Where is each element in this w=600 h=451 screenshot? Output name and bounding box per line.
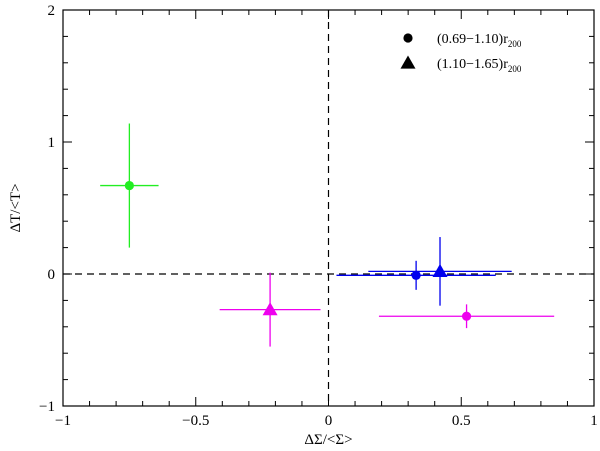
y-tick-label: −1	[39, 399, 55, 415]
y-tick-label: 1	[48, 135, 56, 151]
x-axis-title: ΔΣ/<Σ>	[304, 432, 352, 448]
legend-entry: (0.69−1.10)r200	[403, 32, 522, 49]
legend-triangle-icon	[400, 55, 416, 69]
data-points	[100, 123, 555, 347]
triangle-marker	[432, 263, 448, 277]
data-point-group	[219, 272, 321, 347]
circle-marker	[411, 270, 421, 280]
data-point-group	[100, 123, 159, 248]
x-tick-label: 0	[325, 413, 333, 429]
legend-entry: (1.10−1.65)r200	[400, 55, 522, 74]
reference-lines	[63, 10, 594, 406]
data-point-group	[336, 260, 496, 290]
legend-circle-icon	[403, 33, 413, 43]
circle-marker	[124, 180, 134, 191]
x-tick-label: 1	[590, 413, 598, 429]
axis-ticks: −1 −0.5 0 0.5 1 −1 0 1 2	[39, 3, 598, 429]
data-point-group	[368, 237, 512, 306]
y-axis-title: ΔT/<T>	[8, 183, 24, 232]
y-tick-label: 2	[48, 3, 56, 19]
legend-label: (1.10−1.65)r200	[437, 57, 522, 74]
legend: (0.69−1.10)r200 (1.10−1.65)r200	[400, 32, 522, 74]
x-tick-label: −1	[55, 413, 71, 429]
y-tick-label: 0	[48, 267, 56, 283]
x-tick-label: 0.5	[452, 413, 471, 429]
circle-marker	[461, 311, 472, 321]
x-tick-label: −0.5	[182, 413, 209, 429]
data-point-group	[378, 304, 555, 329]
triangle-marker	[262, 302, 278, 316]
legend-label: (0.69−1.10)r200	[437, 32, 522, 49]
